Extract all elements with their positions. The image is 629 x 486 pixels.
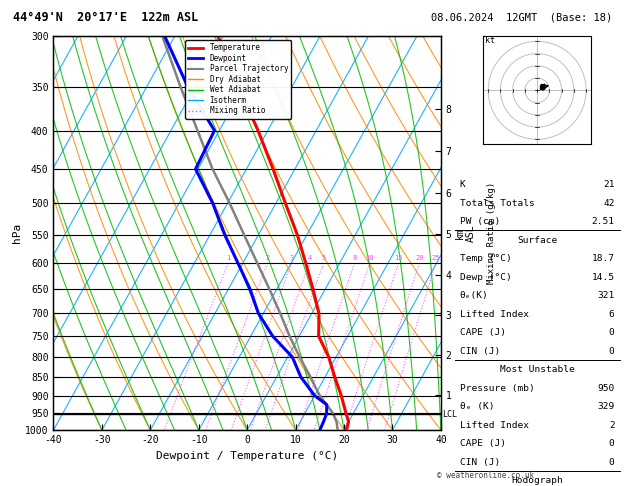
Text: 44°49'N  20°17'E  122m ASL: 44°49'N 20°17'E 122m ASL — [13, 11, 198, 23]
Text: 950: 950 — [598, 384, 615, 393]
Legend: Temperature, Dewpoint, Parcel Trajectory, Dry Adiabat, Wet Adiabat, Isotherm, Mi: Temperature, Dewpoint, Parcel Trajectory… — [185, 40, 291, 119]
Text: 2: 2 — [609, 421, 615, 430]
Text: 21: 21 — [603, 180, 615, 190]
Y-axis label: km
ASL: km ASL — [454, 225, 476, 242]
Text: θₑ (K): θₑ (K) — [460, 402, 494, 412]
Text: PW (cm): PW (cm) — [460, 217, 500, 226]
Text: CAPE (J): CAPE (J) — [460, 439, 506, 449]
Text: CIN (J): CIN (J) — [460, 458, 500, 467]
Text: 6: 6 — [609, 310, 615, 319]
Text: 329: 329 — [598, 402, 615, 412]
Text: 20: 20 — [415, 255, 423, 261]
Text: Lifted Index: Lifted Index — [460, 421, 528, 430]
Text: 4: 4 — [307, 255, 311, 261]
Text: Mixing Ratio (g/kg): Mixing Ratio (g/kg) — [487, 182, 496, 284]
Text: 3: 3 — [289, 255, 294, 261]
Text: Dewp (°C): Dewp (°C) — [460, 273, 511, 282]
Text: Surface: Surface — [517, 236, 557, 245]
Text: Most Unstable: Most Unstable — [500, 365, 574, 375]
Text: 10: 10 — [365, 255, 374, 261]
Text: Totals Totals: Totals Totals — [460, 199, 535, 208]
Text: 321: 321 — [598, 292, 615, 300]
Text: LCL: LCL — [442, 410, 457, 419]
Text: 15: 15 — [394, 255, 403, 261]
Text: 5: 5 — [321, 255, 326, 261]
Text: 0: 0 — [609, 439, 615, 449]
Text: 0: 0 — [609, 458, 615, 467]
Text: 1: 1 — [226, 255, 230, 261]
Text: 0: 0 — [609, 347, 615, 356]
Text: 25: 25 — [431, 255, 440, 261]
Text: 08.06.2024  12GMT  (Base: 18): 08.06.2024 12GMT (Base: 18) — [431, 12, 612, 22]
X-axis label: Dewpoint / Temperature (°C): Dewpoint / Temperature (°C) — [156, 451, 338, 461]
Text: 2.51: 2.51 — [592, 217, 615, 226]
Text: kt: kt — [484, 35, 494, 45]
Text: CIN (J): CIN (J) — [460, 347, 500, 356]
Text: 0: 0 — [609, 329, 615, 337]
Y-axis label: hPa: hPa — [13, 223, 22, 243]
Text: 8: 8 — [352, 255, 357, 261]
Text: CAPE (J): CAPE (J) — [460, 329, 506, 337]
Text: K: K — [460, 180, 465, 190]
Text: 18.7: 18.7 — [592, 255, 615, 263]
Text: Hodograph: Hodograph — [511, 476, 563, 486]
Text: © weatheronline.co.uk: © weatheronline.co.uk — [437, 471, 534, 480]
Text: Temp (°C): Temp (°C) — [460, 255, 511, 263]
Text: θₑ(K): θₑ(K) — [460, 292, 488, 300]
Text: Pressure (mb): Pressure (mb) — [460, 384, 535, 393]
Text: 14.5: 14.5 — [592, 273, 615, 282]
Text: 42: 42 — [603, 199, 615, 208]
Text: Lifted Index: Lifted Index — [460, 310, 528, 319]
Text: 2: 2 — [265, 255, 269, 261]
